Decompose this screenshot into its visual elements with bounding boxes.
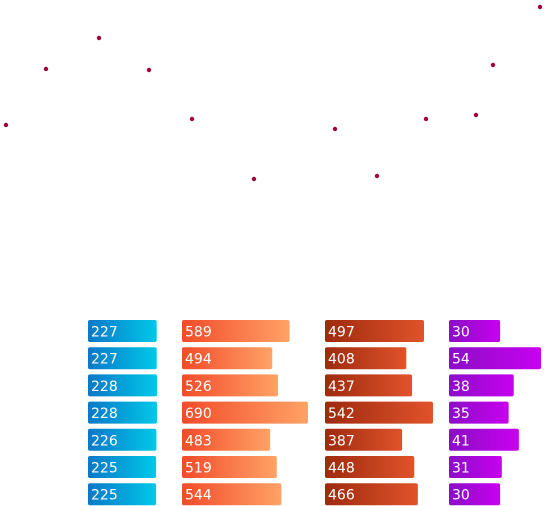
bar	[182, 320, 290, 342]
bar-value-label: 494	[185, 352, 212, 368]
bar	[88, 401, 157, 424]
bar-value-label: 225	[91, 461, 118, 477]
bar	[88, 483, 157, 506]
bar	[449, 347, 541, 370]
bar-value-label: 38	[452, 379, 470, 395]
bar	[325, 456, 415, 478]
scatter-point	[189, 116, 195, 122]
bar-value-label: 226	[91, 433, 118, 449]
bar	[449, 320, 501, 342]
bar	[325, 401, 433, 424]
scatter-point	[423, 116, 429, 122]
scatter-point	[537, 4, 543, 10]
bar	[182, 428, 271, 451]
bar-value-label: 30	[452, 488, 470, 504]
bar	[325, 374, 413, 397]
bar	[182, 374, 279, 397]
bar	[325, 483, 418, 506]
bar-value-label: 437	[328, 379, 355, 395]
scatter-point	[3, 122, 9, 128]
bar-value-label: 497	[328, 325, 355, 341]
bar-value-label: 519	[185, 461, 212, 477]
bar-value-label: 41	[452, 433, 470, 449]
bar	[449, 374, 514, 397]
bar	[182, 347, 273, 370]
bar-value-label: 227	[91, 325, 118, 341]
bar	[182, 456, 277, 478]
bar	[449, 456, 502, 478]
bar-value-label: 30	[452, 325, 470, 341]
scatter-point	[473, 112, 479, 118]
bar	[88, 347, 157, 370]
scatter-point	[332, 126, 338, 132]
bar-value-label: 483	[185, 433, 212, 449]
bar-value-label: 387	[328, 433, 355, 449]
bar	[449, 483, 501, 506]
bar	[88, 320, 157, 342]
scatter-point	[374, 173, 380, 179]
bar-value-label: 54	[452, 352, 470, 368]
scatter-point	[490, 62, 496, 68]
scatter-point	[251, 176, 257, 182]
bar-value-label: 690	[185, 406, 212, 422]
bar	[88, 374, 157, 397]
bar-value-label: 228	[91, 406, 118, 422]
bar	[449, 428, 519, 451]
bar-value-label: 466	[328, 488, 355, 504]
scatter-point	[146, 67, 152, 73]
scatter-point	[43, 66, 49, 72]
bar-value-label: 228	[91, 379, 118, 395]
bar-value-label: 589	[185, 325, 212, 341]
bar	[88, 456, 157, 478]
bar-value-label: 35	[452, 406, 470, 422]
bar	[88, 428, 157, 451]
bar	[182, 401, 308, 424]
bar	[325, 347, 407, 370]
bar-value-label: 544	[185, 488, 212, 504]
scatter-point	[96, 35, 102, 41]
bar	[449, 401, 509, 424]
bar-value-label: 448	[328, 461, 355, 477]
bar	[325, 320, 425, 342]
bar	[182, 483, 282, 506]
bar-value-label: 227	[91, 352, 118, 368]
bar-value-label: 542	[328, 406, 355, 422]
bar-value-label: 225	[91, 488, 118, 504]
bar-value-label: 31	[452, 461, 470, 477]
scatter-plot	[3, 4, 543, 182]
bar-value-label: 526	[185, 379, 212, 395]
bar-value-label: 408	[328, 352, 355, 368]
bar	[325, 428, 403, 451]
